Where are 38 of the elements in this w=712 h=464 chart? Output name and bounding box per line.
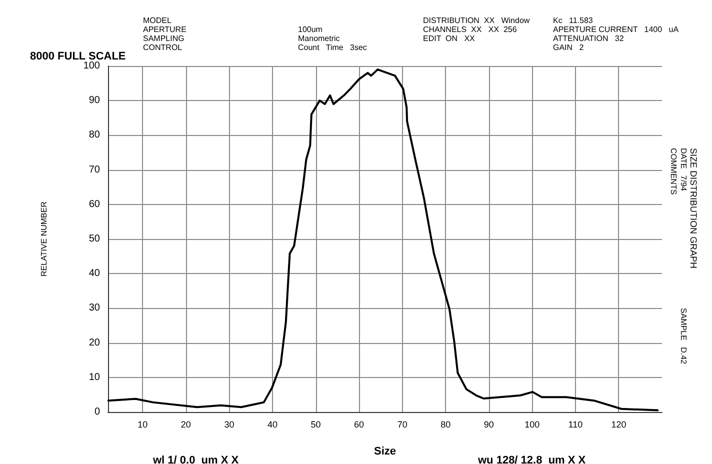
text: DATE 7/94 — [679, 148, 688, 192]
text: APERTURE CURRENT 1400 uA ATTENUATION 32 GAIN 2 — [553, 25, 680, 52]
x-axis-title: Size — [374, 446, 396, 458]
text: DISTRIBUTION XX Window CHANNELS XX XX 256 EDIT ON XX — [423, 16, 530, 43]
x-tick-label: 60 — [354, 420, 364, 430]
text: wu 128/ 12.8 um X X — [477, 454, 586, 464]
x-tick-label: 110 — [568, 420, 583, 430]
x-tick-label: 80 — [440, 420, 451, 430]
x-tick-label: 30 — [224, 420, 234, 430]
text: 100um Manometric Count Time 3sec — [298, 25, 367, 52]
y-axis-title: RELATIVE NUMBER — [40, 201, 48, 276]
y-tick-label: 60 — [88, 198, 100, 210]
y-tick-label: 50 — [88, 234, 100, 244]
text: MODEL APERTURE SAMPLING CONTROL — [143, 16, 186, 52]
x-tick-label: 50 — [310, 420, 321, 430]
text: Kc 11.583 — [553, 16, 594, 25]
text: COMMENTS — [669, 148, 678, 195]
text: 8000 FULL SCALE — [30, 50, 126, 62]
y-tick-label: 40 — [88, 268, 100, 280]
x-tick-label: 100 — [524, 420, 540, 430]
line-series — [107, 68, 659, 412]
y-tick-label: 70 — [88, 164, 100, 176]
x-tick-label: 20 — [180, 420, 191, 430]
y-tick-label: 80 — [88, 130, 100, 141]
text: SAMPLE D.42 — [679, 308, 688, 365]
y-tick-label: 90 — [88, 95, 100, 106]
y-tick-label: 100 — [83, 60, 100, 72]
x-tick-label: 70 — [397, 420, 408, 430]
x-tick-label: 10 — [138, 420, 148, 430]
y-tick-label: 0 — [94, 406, 100, 418]
text: wl 1/ 0.0 um X X — [152, 454, 240, 464]
x-tick-label: 120 — [611, 420, 626, 430]
x-tick-label: 40 — [267, 420, 278, 430]
y-tick-label: 30 — [88, 302, 100, 314]
text: SIZE DISTRIBUTION GRAPH — [688, 148, 698, 269]
x-tick-label: 90 — [484, 420, 494, 430]
y-tick-label: 20 — [88, 337, 100, 348]
y-tick-label: 10 — [88, 372, 100, 383]
